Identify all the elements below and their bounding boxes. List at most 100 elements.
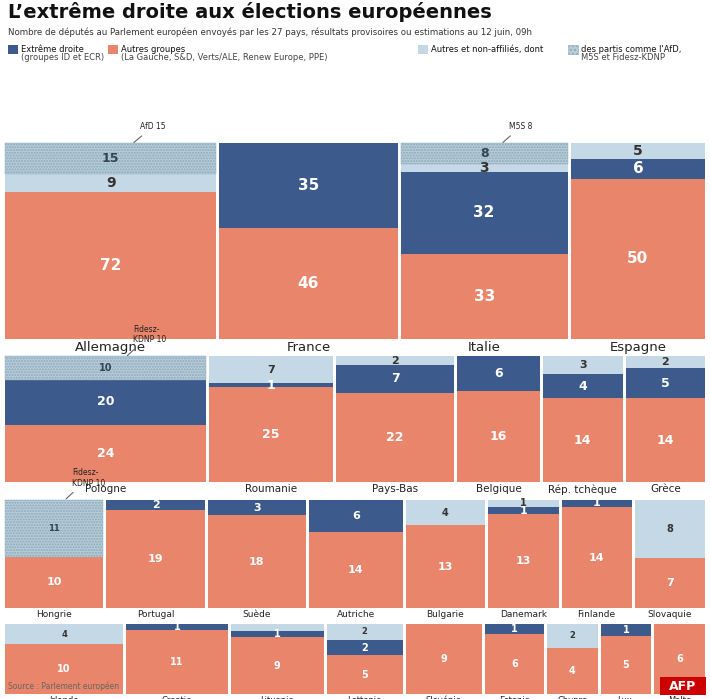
Bar xyxy=(571,143,705,159)
Text: Source : Parlement européen: Source : Parlement européen xyxy=(8,682,119,691)
Bar xyxy=(400,143,568,164)
Bar xyxy=(208,515,306,608)
Text: 4: 4 xyxy=(579,380,587,393)
Text: 1: 1 xyxy=(511,624,518,634)
Text: Roumanie: Roumanie xyxy=(245,484,297,494)
Text: 10: 10 xyxy=(46,577,62,587)
Text: 5: 5 xyxy=(623,660,629,670)
Bar xyxy=(485,624,544,634)
Text: 1: 1 xyxy=(623,625,629,635)
Bar xyxy=(543,356,623,375)
Bar xyxy=(231,637,324,694)
Bar xyxy=(5,644,124,694)
Text: Lux.: Lux. xyxy=(617,696,635,699)
Bar xyxy=(126,624,228,630)
Bar xyxy=(626,356,705,368)
Text: Belgique: Belgique xyxy=(476,484,521,494)
Text: 14: 14 xyxy=(589,553,604,563)
Bar xyxy=(337,393,454,482)
Bar xyxy=(418,45,428,55)
Bar xyxy=(5,378,206,425)
Text: 33: 33 xyxy=(474,289,495,304)
Bar xyxy=(405,500,485,525)
Text: Portugal: Portugal xyxy=(137,610,174,619)
Bar xyxy=(405,525,485,608)
Text: 5: 5 xyxy=(661,377,670,390)
Bar xyxy=(309,500,403,533)
Bar xyxy=(547,647,598,694)
Text: Irlande: Irlande xyxy=(50,696,79,699)
Text: Italie: Italie xyxy=(468,341,501,354)
Text: France: France xyxy=(286,341,331,354)
Bar xyxy=(571,159,705,178)
Bar xyxy=(5,143,217,174)
Text: 6: 6 xyxy=(633,161,643,176)
Text: Danemark: Danemark xyxy=(500,610,547,619)
Bar xyxy=(400,143,568,172)
Text: 13: 13 xyxy=(515,556,531,566)
Text: 5: 5 xyxy=(633,144,643,158)
Bar xyxy=(485,634,544,694)
Text: 9: 9 xyxy=(274,661,280,670)
Text: 15: 15 xyxy=(102,152,119,165)
Text: Bulgarie: Bulgarie xyxy=(427,610,464,619)
Text: 35: 35 xyxy=(297,178,319,193)
Text: 25: 25 xyxy=(262,428,280,441)
Text: AFP: AFP xyxy=(670,679,697,693)
Bar xyxy=(208,500,306,515)
Bar xyxy=(5,143,217,192)
Text: 3: 3 xyxy=(579,361,586,370)
Text: 1: 1 xyxy=(274,628,280,639)
Text: Slovénie: Slovénie xyxy=(426,696,462,699)
Text: 11: 11 xyxy=(170,657,184,667)
Text: Pays-Bas: Pays-Bas xyxy=(372,484,418,494)
Text: 8: 8 xyxy=(480,147,488,160)
Bar xyxy=(626,398,705,482)
Text: 14: 14 xyxy=(574,434,591,447)
Text: 14: 14 xyxy=(348,565,364,575)
Text: 18: 18 xyxy=(249,556,265,567)
Text: Espagne: Espagne xyxy=(609,341,667,354)
Bar xyxy=(5,500,104,556)
Bar xyxy=(635,500,705,558)
Bar xyxy=(106,510,204,608)
Text: Finlande: Finlande xyxy=(577,610,616,619)
Text: 3: 3 xyxy=(253,503,261,512)
Text: Allemagne: Allemagne xyxy=(75,341,146,354)
Text: 6: 6 xyxy=(494,367,503,380)
Text: 3: 3 xyxy=(479,161,489,175)
Text: 2: 2 xyxy=(569,631,575,640)
Text: Suède: Suède xyxy=(243,610,271,619)
Text: 6: 6 xyxy=(511,659,518,669)
Bar xyxy=(219,228,398,339)
Bar xyxy=(8,45,18,55)
Text: Fidesz-
KDNP 10: Fidesz- KDNP 10 xyxy=(66,468,105,499)
Text: 2: 2 xyxy=(152,500,159,510)
Text: 6: 6 xyxy=(677,654,683,664)
Text: 2: 2 xyxy=(361,642,368,652)
Text: 2: 2 xyxy=(391,356,399,366)
Bar xyxy=(543,375,623,398)
Bar xyxy=(543,398,623,482)
Text: 7: 7 xyxy=(666,578,674,588)
Bar xyxy=(219,143,398,228)
Bar xyxy=(568,45,578,55)
Bar xyxy=(488,500,559,507)
Text: M5S et Fidesz-KDNP: M5S et Fidesz-KDNP xyxy=(581,53,665,62)
Bar xyxy=(108,45,118,55)
Bar xyxy=(337,365,454,393)
Text: Autriche: Autriche xyxy=(337,610,375,619)
Bar xyxy=(327,655,403,694)
Text: 72: 72 xyxy=(100,258,121,273)
Text: 9: 9 xyxy=(440,654,447,664)
Text: 2: 2 xyxy=(361,628,368,637)
Text: Pologne: Pologne xyxy=(84,484,126,494)
Text: Lettonie: Lettonie xyxy=(347,696,382,699)
Bar xyxy=(571,178,705,339)
Text: 1: 1 xyxy=(593,498,601,508)
Text: 8: 8 xyxy=(667,524,673,533)
Text: Chypre: Chypre xyxy=(557,696,587,699)
Text: Croatie: Croatie xyxy=(162,696,192,699)
Text: 16: 16 xyxy=(490,430,507,443)
Bar xyxy=(231,630,324,637)
